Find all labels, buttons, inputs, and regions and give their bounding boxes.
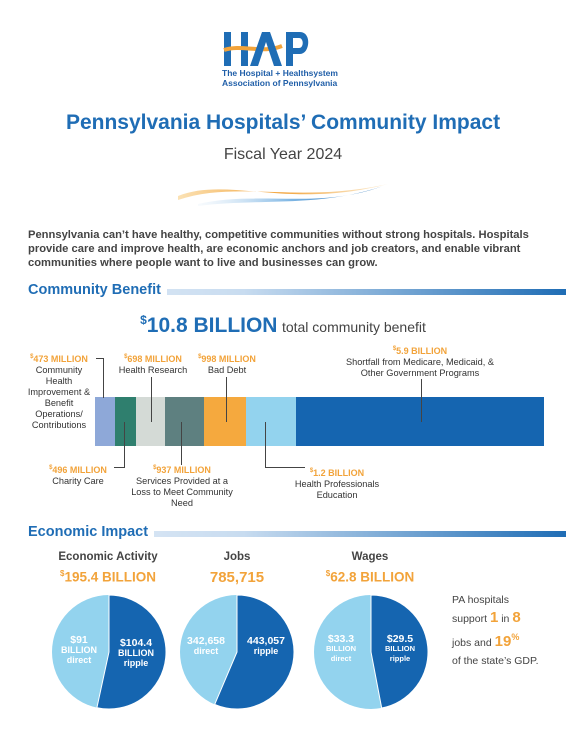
econ-wages-total: $62.8 BILLION xyxy=(325,569,415,585)
bar-segment-cb xyxy=(95,397,115,446)
label-charity-care: $496 MILLION Charity Care xyxy=(49,465,107,486)
econ-activity-head: Economic Activity xyxy=(58,551,158,563)
page-title: Pennsylvania Hospitals’ Community Impact xyxy=(65,111,501,134)
heading-rule xyxy=(28,289,566,295)
bar-segment-education xyxy=(246,397,297,446)
community-benefit-heading-bar: Community Benefit xyxy=(28,282,566,299)
econ-col-wages: Wages $62.8 BILLION xyxy=(290,551,450,585)
pie1-direct-label: 342,658 direct xyxy=(187,635,225,656)
hap-logo-mark xyxy=(223,32,309,66)
leader-education xyxy=(265,422,266,468)
logo-line-1: The Hospital + Healthsystem xyxy=(222,68,338,78)
leader-health-research xyxy=(151,377,152,422)
econ-jobs-head: Jobs xyxy=(223,551,251,563)
pie0-direct-label: $91 BILLION direct xyxy=(61,634,97,665)
total-community-benefit: $10.8 BILLION total community benefit xyxy=(0,313,566,338)
community-benefit-heading: Community Benefit xyxy=(28,282,167,298)
economic-summary: PA hospitals support 1 in 8 jobs and 19%… xyxy=(452,594,539,667)
econ-jobs-total: 785,715 xyxy=(209,569,265,586)
label-shortfall: $5.9 BILLION Shortfall from Medicare, Me… xyxy=(345,346,495,378)
economic-impact-heading-bar: Economic Impact xyxy=(28,524,566,541)
logo-text: The Hospital + Healthsystem Association … xyxy=(222,68,357,88)
pie-jobs xyxy=(180,594,295,710)
econ-col-activity: Economic Activity $195.4 BILLION xyxy=(28,551,188,585)
label-bad-debt: $998 MILLION Bad Debt xyxy=(198,354,256,375)
pie-slice-ripple xyxy=(96,594,167,710)
intro-paragraph: Pennsylvania can’t have healthy, competi… xyxy=(28,229,529,269)
total-text: total community benefit xyxy=(281,319,426,335)
pie-economic-activity xyxy=(52,594,167,710)
economic-impact-heading: Economic Impact xyxy=(28,524,155,540)
hap-logo: The Hospital + Healthsystem Association … xyxy=(222,28,352,90)
label-education: $1.2 BILLION Health Professionals Educat… xyxy=(294,468,380,500)
total-amount: 10.8 BILLION xyxy=(146,314,278,337)
pie2-direct-label: $33.3 BILLION direct xyxy=(326,633,356,663)
leader-community-health-h xyxy=(96,358,104,359)
bar-segment-debt xyxy=(204,397,247,446)
pie-wages xyxy=(314,594,429,709)
bar-segment-research xyxy=(135,397,165,446)
leader-education-h xyxy=(265,467,305,468)
label-health-research: $698 MILLION Health Research xyxy=(118,354,188,375)
page-subtitle: Fiscal Year 2024 xyxy=(223,146,343,163)
pie-slice-ripple xyxy=(370,594,429,709)
pie0-ripple-label: $104.4 BILLION ripple xyxy=(118,637,154,668)
label-services-loss: $937 MILLION Services Provided at a Loss… xyxy=(131,465,233,508)
heading-rule xyxy=(28,531,566,537)
bar-segment-shortfall xyxy=(296,397,544,446)
econ-col-jobs: Jobs 785,715 xyxy=(157,551,317,586)
leader-charity-care-h xyxy=(114,467,125,468)
leader-community-health xyxy=(103,358,104,398)
leader-charity-care xyxy=(124,422,125,468)
decorative-swoosh xyxy=(178,184,388,206)
bar-segment-loss xyxy=(164,397,205,446)
leader-shortfall xyxy=(421,379,422,422)
econ-activity-total: $195.4 BILLION xyxy=(60,569,156,585)
pie2-ripple-label: $29.5 BILLION ripple xyxy=(385,633,415,663)
logo-line-2: Association of Pennsylvania xyxy=(222,78,338,88)
leader-services-loss xyxy=(181,422,182,465)
label-community-health: $473 MILLION Community Health Improvemen… xyxy=(27,354,91,430)
pie-slice-ripple xyxy=(214,594,295,710)
bar-segment-charity xyxy=(114,397,136,446)
leader-bad-debt xyxy=(226,377,227,422)
econ-wages-head: Wages xyxy=(351,551,389,563)
pie1-ripple-label: 443,057 ripple xyxy=(247,635,285,656)
total-currency: $ xyxy=(140,313,147,327)
